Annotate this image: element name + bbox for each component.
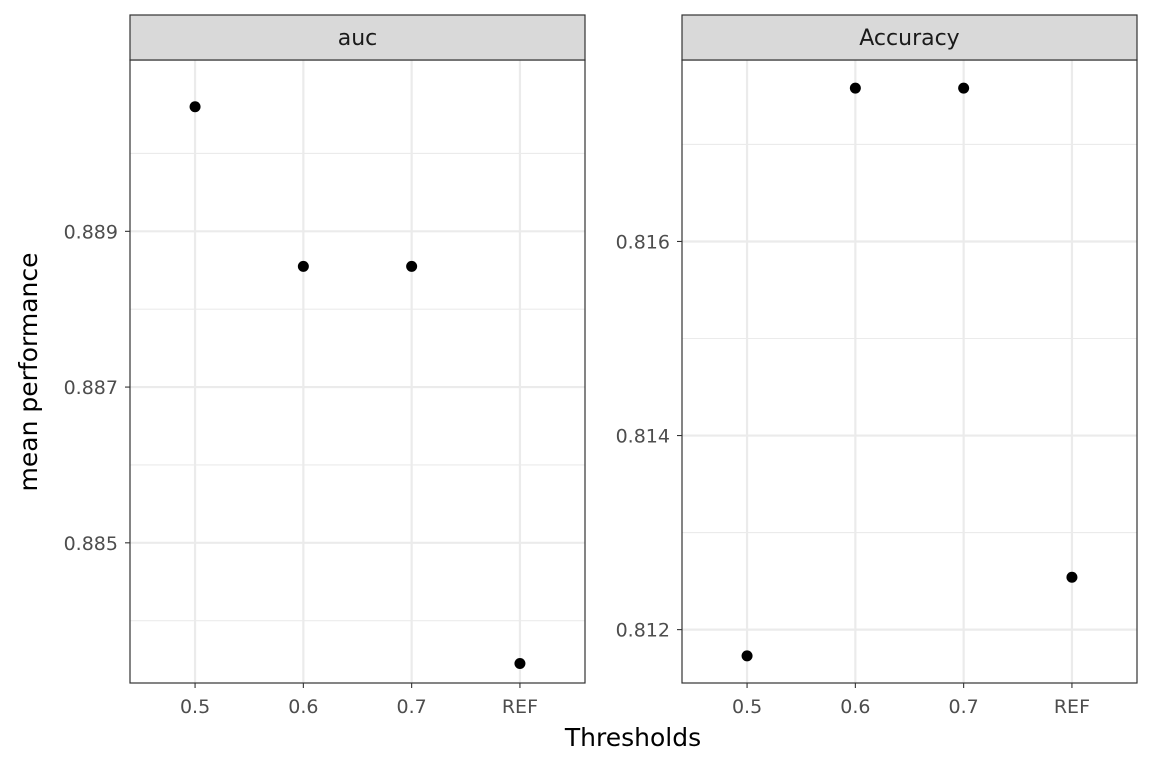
- y-tick-label: 0.812: [616, 620, 670, 642]
- facet-panel-auc: auc 0.885 0.887 0.889 0.5 0.6 0.7 REF: [64, 14, 586, 718]
- facet-panel-accuracy: Accuracy 0.812 0.814 0.816 0.5 0.6 0.7 REF: [616, 14, 1138, 718]
- data-point-accuracy-0.5: [741, 650, 753, 662]
- panel-background-accuracy: [682, 60, 1137, 683]
- y-tick-label: 0.885: [64, 533, 118, 555]
- facet-strip-auc: [129, 14, 586, 61]
- data-point-auc-0.7: [406, 260, 418, 272]
- x-tick-label: 0.6: [840, 696, 870, 718]
- y-tick-label: 0.889: [64, 221, 118, 243]
- data-point-accuracy-0.6: [849, 82, 861, 94]
- x-tick-label: 0.7: [397, 696, 427, 718]
- x-tick-label: 0.7: [949, 696, 979, 718]
- y-tick-label: 0.816: [616, 231, 670, 253]
- facet-strip-accuracy: [681, 14, 1138, 61]
- data-point-accuracy-REF: [1066, 571, 1078, 583]
- x-tick-label: 0.5: [732, 696, 762, 718]
- data-point-auc-0.5: [189, 101, 201, 113]
- x-tick-label: 0.6: [288, 696, 318, 718]
- panel-background-auc: [130, 60, 585, 683]
- x-axis-title: Thresholds: [564, 723, 701, 752]
- x-tick-label: REF: [502, 696, 538, 718]
- data-point-accuracy-0.7: [958, 82, 970, 94]
- facet-strip-label-accuracy: Accuracy: [859, 26, 959, 51]
- x-tick-label: REF: [1054, 696, 1090, 718]
- y-axis-title: mean performance: [14, 253, 43, 492]
- data-point-auc-0.6: [297, 260, 309, 272]
- x-tick-label: 0.5: [180, 696, 210, 718]
- facet-strip-label-auc: auc: [338, 26, 378, 51]
- y-tick-label: 0.887: [64, 377, 118, 399]
- data-point-auc-REF: [514, 658, 526, 670]
- y-tick-label: 0.814: [616, 426, 670, 448]
